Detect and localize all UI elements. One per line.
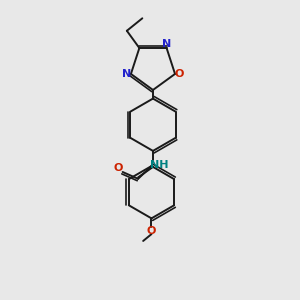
Text: N: N [162,40,171,50]
Text: N: N [122,69,131,79]
Text: O: O [174,69,184,79]
Text: O: O [113,163,123,173]
Text: O: O [147,226,156,236]
Text: NH: NH [150,160,169,170]
